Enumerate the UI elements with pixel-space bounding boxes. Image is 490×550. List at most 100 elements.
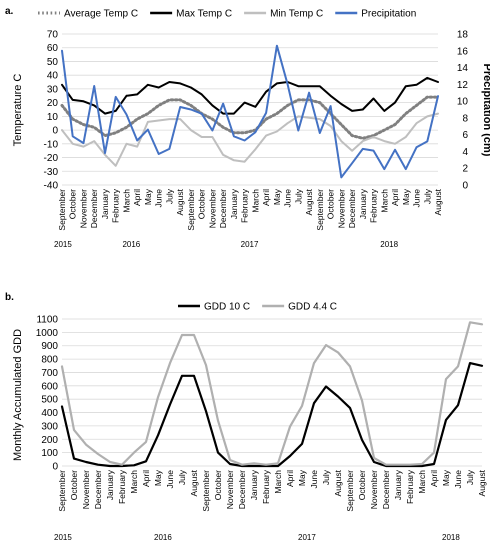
panel-a-year-labels: 2015 2016 2017 2018 [54, 240, 399, 249]
x-tick-label: February [369, 188, 379, 223]
x-tick-label: March [129, 470, 139, 494]
x-tick-label: February [117, 469, 127, 504]
panel-b-grid [62, 318, 482, 467]
x-tick-label: January [100, 188, 110, 219]
x-tick-label: February [240, 188, 250, 223]
y-tick-label: 60 [47, 43, 59, 54]
panel-a-series [60, 44, 440, 179]
x-tick-label: February [405, 469, 415, 504]
panel-a-grid [62, 33, 438, 186]
y2-tick-label: 6 [462, 130, 468, 141]
x-tick-label: August [477, 469, 487, 496]
x-tick-label: January [393, 469, 403, 500]
x-tick-label: April [141, 470, 151, 487]
series-line-max-temp-c [61, 76, 439, 115]
x-tick-label: March [379, 189, 389, 213]
y-tick-label: 200 [41, 435, 58, 446]
series-line-average-temp-c [60, 95, 440, 140]
y2-tick-label: 14 [457, 63, 469, 74]
x-tick-label: November [336, 189, 346, 228]
x-tick-label: December [218, 189, 228, 228]
panel-a-y-axis-label: Temperature C [12, 74, 24, 147]
x-tick-label: January [249, 469, 259, 500]
x-tick-label: July [293, 188, 303, 204]
year-label: 2017 [241, 240, 259, 249]
y-tick-label: 100 [41, 448, 58, 459]
x-tick-label: July [422, 188, 432, 204]
panel-a: a. Average Temp C Max Temp C Min Temp C Pre… [5, 6, 490, 249]
y-tick-label: 10 [47, 112, 59, 123]
x-tick-label: September [315, 189, 325, 231]
x-tick-label: March [121, 189, 131, 213]
x-tick-label: November [81, 470, 91, 509]
x-tick-label: November [225, 470, 235, 509]
x-tick-label: April [261, 189, 271, 206]
x-tick-label: August [189, 469, 199, 496]
x-tick-label: October [213, 470, 223, 500]
x-tick-label: October [326, 189, 336, 219]
panel-b-y-ticks: 0 100 200 300 400 500 600 700 800 900 1000 1100 [36, 315, 59, 473]
x-tick-label: December [347, 189, 357, 228]
y-tick-label: 800 [41, 355, 58, 366]
y-tick-label: 0 [52, 126, 58, 137]
x-tick-label: May [153, 469, 163, 486]
y-tick-label: 900 [41, 341, 58, 352]
y-tick-label: -30 [44, 167, 59, 178]
y-tick-label: -10 [44, 139, 59, 150]
y-tick-label: -40 [44, 181, 59, 192]
y-tick-label: 0 [52, 462, 58, 473]
x-tick-label: June [154, 189, 164, 208]
x-tick-label: February [111, 188, 121, 223]
x-tick-label: October [357, 470, 367, 500]
y-tick-label: 400 [41, 408, 58, 419]
x-tick-label: June [283, 189, 293, 208]
x-tick-label: September [201, 470, 211, 512]
x-tick-label: October [197, 189, 207, 219]
x-tick-label: August [333, 469, 343, 496]
year-label: 2018 [442, 533, 460, 542]
x-tick-label: May [401, 188, 411, 205]
panel-b-x-ticks: September October November December January F… [57, 469, 487, 511]
year-label: 2017 [298, 533, 316, 542]
x-tick-label: June [453, 470, 463, 489]
x-tick-label: September [186, 189, 196, 231]
x-tick-label: November [369, 470, 379, 509]
x-tick-label: January [358, 188, 368, 219]
series-line-precipitation [61, 44, 439, 179]
x-tick-label: June [165, 470, 175, 489]
panel-a-y2-ticks: 0 2 4 6 8 10 12 14 16 18 [457, 30, 469, 192]
x-tick-label: June [412, 189, 422, 208]
series-line-gdd-10-c [60, 362, 484, 468]
x-tick-label: December [93, 470, 103, 509]
panel-b-label: b. [5, 292, 14, 303]
panel-a-y2-axis-label: Precipitation (cm) [481, 64, 490, 157]
x-tick-label: May [272, 188, 282, 205]
x-tick-label: August [304, 188, 314, 215]
x-tick-label: April [132, 189, 142, 206]
x-tick-label: November [78, 189, 88, 228]
year-label: 2015 [54, 240, 72, 249]
x-tick-label: February [261, 469, 271, 504]
legend-label-gdd-4-4-c: GDD 4.4 C [288, 302, 337, 313]
y2-tick-label: 2 [462, 164, 468, 175]
y-tick-label: 70 [47, 30, 59, 41]
y-tick-label: 50 [47, 57, 59, 68]
x-tick-label: March [417, 470, 427, 494]
x-tick-label: November [207, 189, 217, 228]
x-tick-label: December [381, 470, 391, 509]
x-tick-label: April [285, 470, 295, 487]
x-tick-label: December [237, 470, 247, 509]
x-tick-label: September [345, 470, 355, 512]
x-tick-label: October [68, 189, 78, 219]
x-tick-label: August [433, 188, 443, 215]
y-tick-label: 40 [47, 71, 59, 82]
y-tick-label: 300 [41, 421, 58, 432]
x-tick-label: April [429, 470, 439, 487]
x-tick-label: January [105, 469, 115, 500]
x-tick-label: March [273, 470, 283, 494]
y-tick-label: 20 [47, 98, 59, 109]
y-tick-label: -20 [44, 153, 59, 164]
legend-label-precipitation: Precipitation [361, 9, 416, 20]
x-tick-label: January [229, 188, 239, 219]
y-tick-label: 30 [47, 84, 59, 95]
